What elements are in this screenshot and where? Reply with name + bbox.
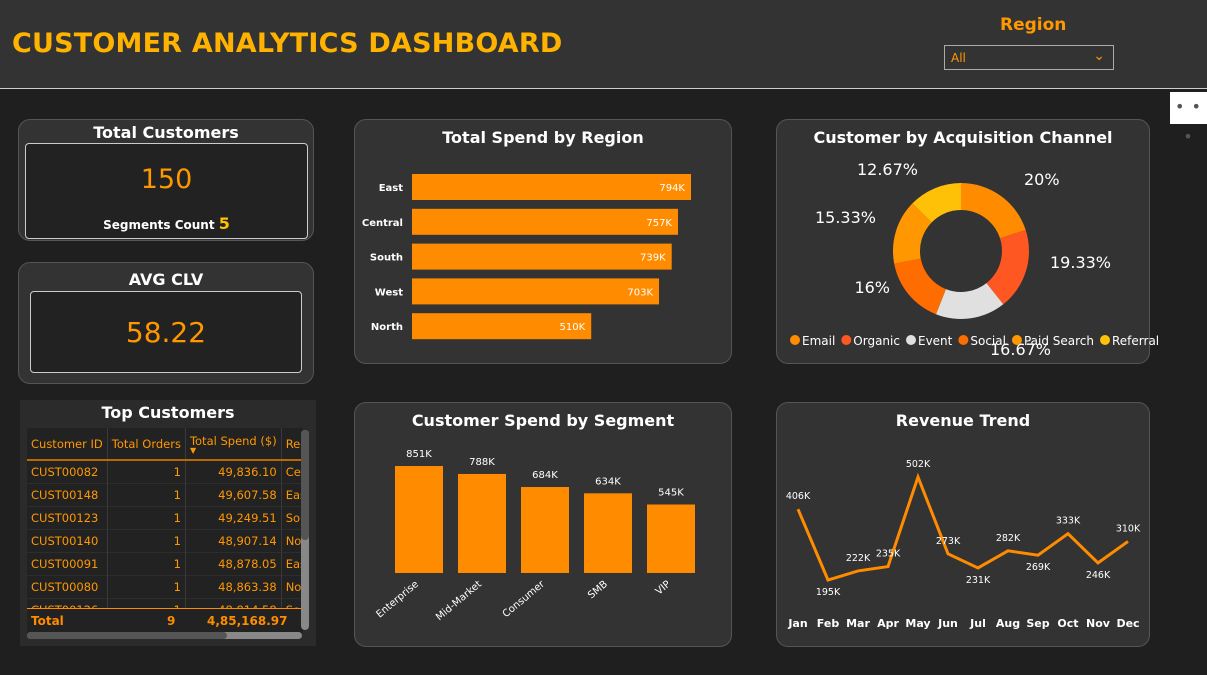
segments-count-value: 5 xyxy=(218,214,230,233)
chevron-down-icon: ⌄ xyxy=(1093,48,1105,64)
table-cell: 48,863.38 xyxy=(185,575,282,598)
acquisition-channel-card: Customer by Acquisition Channel xyxy=(776,119,1150,364)
spend-by-region-card: Total Spend by Region xyxy=(354,119,732,364)
column-label: Total Spend ($) xyxy=(189,433,277,448)
total-spend: 4,85,168.97 xyxy=(207,614,288,628)
table-cell: 48,878.05 xyxy=(185,552,282,575)
page-title: CUSTOMER ANALYTICS DASHBOARD xyxy=(12,28,563,59)
table-cell: 48,907.14 xyxy=(185,529,282,552)
segments-count-label: Segments Count xyxy=(103,218,215,232)
column-header[interactable]: Customer ID xyxy=(27,428,108,460)
top-customers-table: Customer ID Total Orders Total Spend ($)… xyxy=(27,428,303,622)
table-cell: 49,249.51 xyxy=(185,506,282,529)
region-dropdown-value: All xyxy=(951,51,966,65)
table-cell: East xyxy=(281,552,303,575)
card-title: AVG CLV xyxy=(128,270,204,289)
table-cell: CUST00091 xyxy=(27,552,108,575)
table-cell: 49,836.10 xyxy=(185,460,282,483)
chart-title: Revenue Trend xyxy=(895,411,1031,430)
region-filter-label: Region xyxy=(1000,15,1067,35)
table-cell: CUST00082 xyxy=(27,460,108,483)
total-customers-value: 150 xyxy=(140,164,193,195)
table-cell: North xyxy=(281,529,303,552)
total-orders: 9 xyxy=(167,614,176,628)
table-cell: 1 xyxy=(107,529,186,552)
column-header-sorted[interactable]: Total Spend ($) ▼ xyxy=(185,428,282,460)
table-cell: CUST00123 xyxy=(27,506,108,529)
table-cell: CUST00080 xyxy=(27,575,108,598)
card-title: Top Customers xyxy=(101,403,235,422)
region-dropdown[interactable]: All ⌄ xyxy=(944,45,1114,70)
chart-title: Customer Spend by Segment xyxy=(411,411,675,430)
column-header[interactable]: Region xyxy=(281,428,303,460)
more-options-button[interactable]: • • • xyxy=(1170,92,1207,146)
table-cell: 1 xyxy=(107,460,186,483)
table-cell: 1 xyxy=(107,552,186,575)
table-cell: Central xyxy=(281,460,303,483)
chart-title: Customer by Acquisition Channel xyxy=(813,128,1113,147)
table-cell: CUST00148 xyxy=(27,483,108,506)
table-total-row: Total 9 4,85,168.97 xyxy=(27,608,303,633)
table-cell: 49,607.58 xyxy=(185,483,282,506)
revenue-trend-card: Revenue Trend xyxy=(776,402,1150,647)
card-title: Total Customers xyxy=(93,123,239,142)
total-customers-card: Total Customers 150 Segments Count 5 xyxy=(18,119,314,241)
table-cell: 1 xyxy=(107,506,186,529)
chart-title: Total Spend by Region xyxy=(442,128,644,147)
avg-clv-card: AVG CLV 58.22 xyxy=(18,262,314,384)
vertical-scrollbar[interactable] xyxy=(301,430,309,630)
horizontal-scrollbar[interactable] xyxy=(27,632,302,639)
header: CUSTOMER ANALYTICS DASHBOARD Region All ⌄ xyxy=(0,0,1207,89)
table-cell: CUST00140 xyxy=(27,529,108,552)
table-cell: 1 xyxy=(107,483,186,506)
table-cell: East xyxy=(281,483,303,506)
table-cell: South xyxy=(281,506,303,529)
avg-clv-value: 58.22 xyxy=(125,316,207,349)
table-cell: 1 xyxy=(107,575,186,598)
total-label: Total xyxy=(31,614,64,628)
top-customers-table-card: Top Customers Customer ID Total Orders T… xyxy=(20,400,316,646)
column-header[interactable]: Total Orders xyxy=(107,428,186,460)
table-cell: North xyxy=(281,575,303,598)
spend-by-segment-card: Customer Spend by Segment xyxy=(354,402,732,647)
sort-desc-icon: ▼ xyxy=(189,445,197,455)
